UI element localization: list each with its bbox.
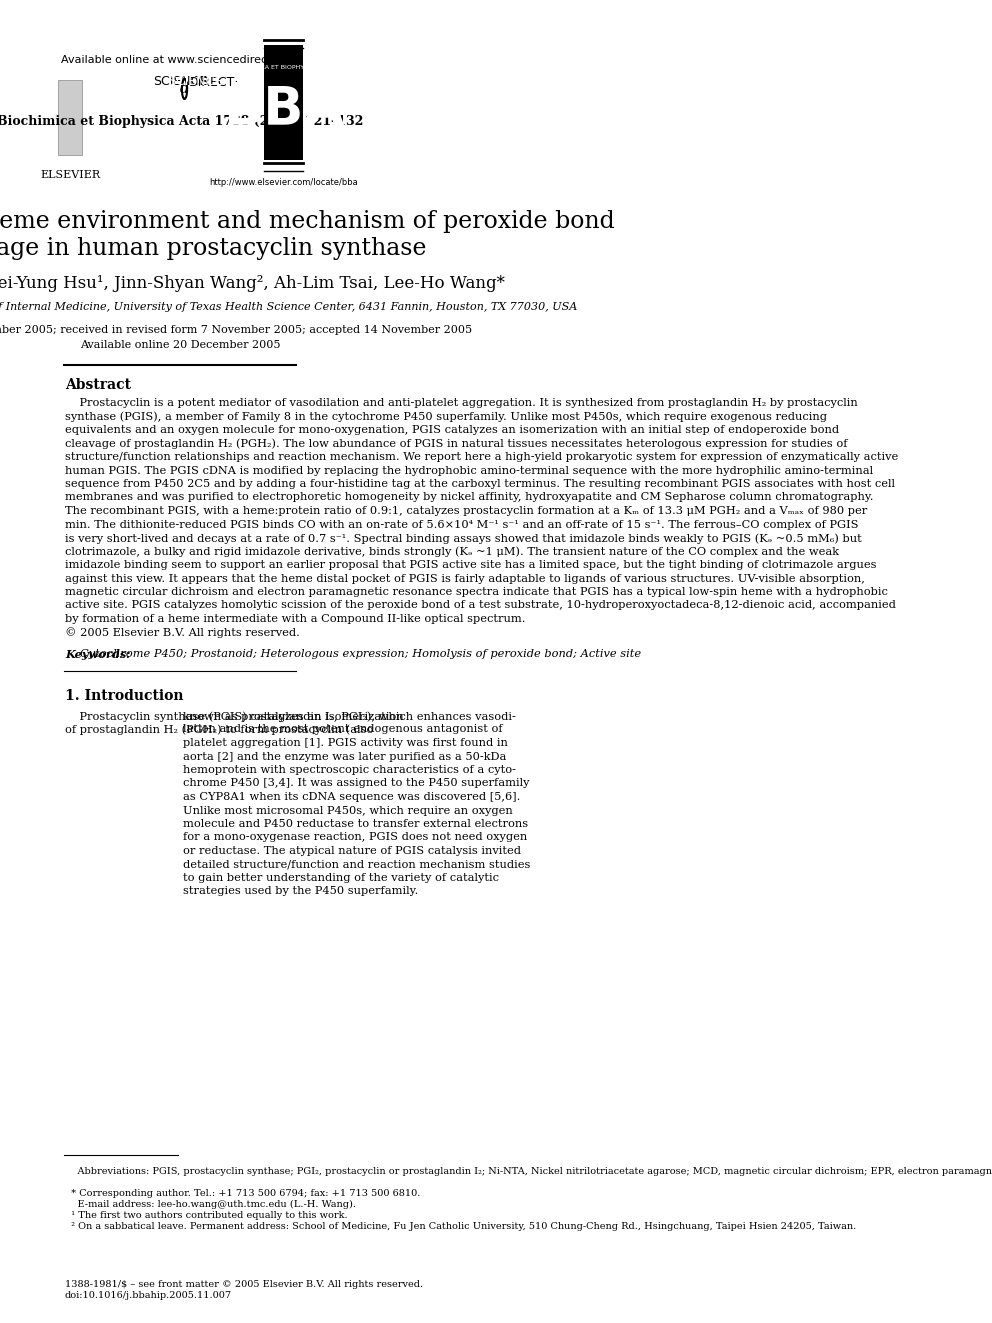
Text: platelet aggregation [1]. PGIS activity was first found in: platelet aggregation [1]. PGIS activity … — [184, 738, 508, 747]
Text: Abbreviations: PGIS, prostacyclin synthase; PGI₂, prostacyclin or prostaglandin : Abbreviations: PGIS, prostacyclin syntha… — [64, 1167, 992, 1176]
Text: 1. Introduction: 1. Introduction — [64, 689, 184, 703]
Text: strategies used by the P450 superfamily.: strategies used by the P450 superfamily. — [184, 886, 419, 897]
Text: synthase (PGIS), a member of Family 8 in the cytochrome P450 superfamily. Unlike: synthase (PGIS), a member of Family 8 in… — [64, 411, 826, 422]
Text: lation and is the most potent endogenous antagonist of: lation and is the most potent endogenous… — [184, 725, 503, 734]
Text: Available online at www.sciencedirect.com: Available online at www.sciencedirect.co… — [61, 56, 299, 65]
Text: © 2005 Elsevier B.V. All rights reserved.: © 2005 Elsevier B.V. All rights reserved… — [64, 627, 300, 638]
Text: Abstract: Abstract — [64, 378, 131, 392]
Text: Division of Hematology, Department of Internal Medicine, University of Texas Hea: Division of Hematology, Department of In… — [0, 302, 577, 312]
Text: DIRECT·: DIRECT· — [188, 75, 239, 89]
Text: sequence from P450 2C5 and by adding a four-histidine tag at the carboxyl termin: sequence from P450 2C5 and by adding a f… — [64, 479, 895, 490]
Text: Prostacyclin synthase (PGIS) catalyzes an isomerization: Prostacyclin synthase (PGIS) catalyzes a… — [64, 710, 404, 721]
Text: E-mail address: lee-ho.wang@uth.tmc.edu (L.-H. Wang).: E-mail address: lee-ho.wang@uth.tmc.edu … — [64, 1200, 356, 1209]
Text: imidazole binding seem to support an earlier proposal that PGIS active site has : imidazole binding seem to support an ear… — [64, 560, 876, 570]
Text: BIOCHIMICA ET BIOPHYSICA ACTA: BIOCHIMICA ET BIOPHYSICA ACTA — [231, 65, 336, 70]
Text: aorta [2] and the enzyme was later purified as a 50-kDa: aorta [2] and the enzyme was later purif… — [184, 751, 507, 762]
Text: http://www.elsevier.com/locate/bba: http://www.elsevier.com/locate/bba — [209, 179, 358, 187]
Text: molecule and P450 reductase to transfer external electrons: molecule and P450 reductase to transfer … — [184, 819, 529, 830]
FancyBboxPatch shape — [59, 79, 81, 155]
Text: doi:10.1016/j.bbahip.2005.11.007: doi:10.1016/j.bbahip.2005.11.007 — [64, 1291, 232, 1301]
Text: clotrimazole, a bulky and rigid imidazole derivative, binds strongly (Kₔ ~1 μM).: clotrimazole, a bulky and rigid imidazol… — [64, 546, 839, 557]
Text: for a mono-oxygenase reaction, PGIS does not need oxygen: for a mono-oxygenase reaction, PGIS does… — [184, 832, 528, 843]
Text: against this view. It appears that the heme distal pocket of PGIS is fairly adap: against this view. It appears that the h… — [64, 573, 865, 583]
Text: Characterization of heme environment and mechanism of peroxide bond: Characterization of heme environment and… — [0, 210, 615, 233]
Text: Received 15 September 2005; received in revised form 7 November 2005; accepted 1: Received 15 September 2005; received in … — [0, 325, 472, 335]
Text: human PGIS. The PGIS cDNA is modified by replacing the hydrophobic amino-termina: human PGIS. The PGIS cDNA is modified by… — [64, 466, 873, 475]
Text: known as prostaglandin I₂, PGI₂), which enhances vasodi-: known as prostaglandin I₂, PGI₂), which … — [184, 710, 517, 721]
Text: membranes and was purified to electrophoretic homogeneity by nickel affinity, hy: membranes and was purified to electropho… — [64, 492, 873, 503]
FancyBboxPatch shape — [264, 45, 304, 160]
Text: by formation of a heme intermediate with a Compound II-like optical spectrum.: by formation of a heme intermediate with… — [64, 614, 526, 624]
Text: * Corresponding author. Tel.: +1 713 500 6794; fax: +1 713 500 6810.: * Corresponding author. Tel.: +1 713 500… — [64, 1189, 421, 1199]
Text: ELSEVIER: ELSEVIER — [40, 169, 100, 180]
Text: 1388-1981/$ – see front matter © 2005 Elsevier B.V. All rights reserved.: 1388-1981/$ – see front matter © 2005 El… — [64, 1279, 423, 1289]
Text: of prostaglandin H₂ (PGH₂) to form prostacyclin (also: of prostaglandin H₂ (PGH₂) to form prost… — [64, 725, 373, 736]
Text: to gain better understanding of the variety of catalytic: to gain better understanding of the vari… — [184, 873, 500, 882]
Text: magnetic circular dichroism and electron paramagnetic resonance spectra indicate: magnetic circular dichroism and electron… — [64, 587, 888, 597]
Text: min. The dithionite-reduced PGIS binds CO with an on-rate of 5.6×10⁴ M⁻¹ s⁻¹ and: min. The dithionite-reduced PGIS binds C… — [64, 520, 858, 529]
Text: Cytochrome P450; Prostanoid; Heterologous expression; Homolysis of peroxide bond: Cytochrome P450; Prostanoid; Heterologou… — [80, 650, 641, 659]
Text: active site. PGIS catalyzes homolytic scission of the peroxide bond of a test su: active site. PGIS catalyzes homolytic sc… — [64, 601, 896, 610]
Text: d: d — [181, 82, 188, 97]
Text: as CYP8A1 when its cDNA sequence was discovered [5,6].: as CYP8A1 when its cDNA sequence was dis… — [184, 792, 521, 802]
Text: or reductase. The atypical nature of PGIS catalysis invited: or reductase. The atypical nature of PGI… — [184, 845, 522, 856]
Text: ² On a sabbatical leave. Permanent address: School of Medicine, Fu Jen Catholic : ² On a sabbatical leave. Permanent addre… — [64, 1222, 856, 1230]
Text: is very short-lived and decays at a rate of 0.7 s⁻¹. Spectral binding assays sho: is very short-lived and decays at a rate… — [64, 533, 862, 544]
Text: ¹ The first two authors contributed equally to this work.: ¹ The first two authors contributed equa… — [64, 1211, 347, 1220]
Text: Unlike most microsomal P450s, which require an oxygen: Unlike most microsomal P450s, which requ… — [184, 806, 513, 815]
Text: equivalents and an oxygen molecule for mono-oxygenation, PGIS catalyzes an isome: equivalents and an oxygen molecule for m… — [64, 425, 839, 435]
Text: Biochimica et Biophysica Acta 1738 (2005) 121–132: Biochimica et Biophysica Acta 1738 (2005… — [0, 115, 363, 128]
Text: Hui-Chun Yeh¹, Pei-Yung Hsu¹, Jinn-Shyan Wang², Ah-Lim Tsai, Lee-Ho Wang*: Hui-Chun Yeh¹, Pei-Yung Hsu¹, Jinn-Shyan… — [0, 275, 505, 292]
Text: cleavage in human prostacyclin synthase: cleavage in human prostacyclin synthase — [0, 237, 427, 261]
Text: SCIENCE: SCIENCE — [168, 75, 222, 89]
Text: The recombinant PGIS, with a heme:protein ratio of 0.9:1, catalyzes prostacyclin: The recombinant PGIS, with a heme:protei… — [64, 505, 867, 516]
Text: hemoprotein with spectroscopic characteristics of a cyto-: hemoprotein with spectroscopic character… — [184, 765, 517, 775]
Text: cleavage of prostaglandin H₂ (PGH₂). The low abundance of PGIS in natural tissue: cleavage of prostaglandin H₂ (PGH₂). The… — [64, 438, 847, 448]
Text: SCIENCE: SCIENCE — [153, 75, 207, 89]
Text: Available online 20 December 2005: Available online 20 December 2005 — [79, 340, 280, 351]
Text: chrome P450 [3,4]. It was assigned to the P450 superfamily: chrome P450 [3,4]. It was assigned to th… — [184, 778, 530, 789]
Text: BBA: BBA — [223, 83, 344, 136]
Text: detailed structure/function and reaction mechanism studies: detailed structure/function and reaction… — [184, 860, 531, 869]
Text: Keywords:: Keywords: — [64, 650, 130, 660]
Text: structure/function relationships and reaction mechanism. We report here a high-y: structure/function relationships and rea… — [64, 452, 898, 462]
Text: Prostacyclin is a potent mediator of vasodilation and anti-platelet aggregation.: Prostacyclin is a potent mediator of vas… — [64, 398, 857, 407]
